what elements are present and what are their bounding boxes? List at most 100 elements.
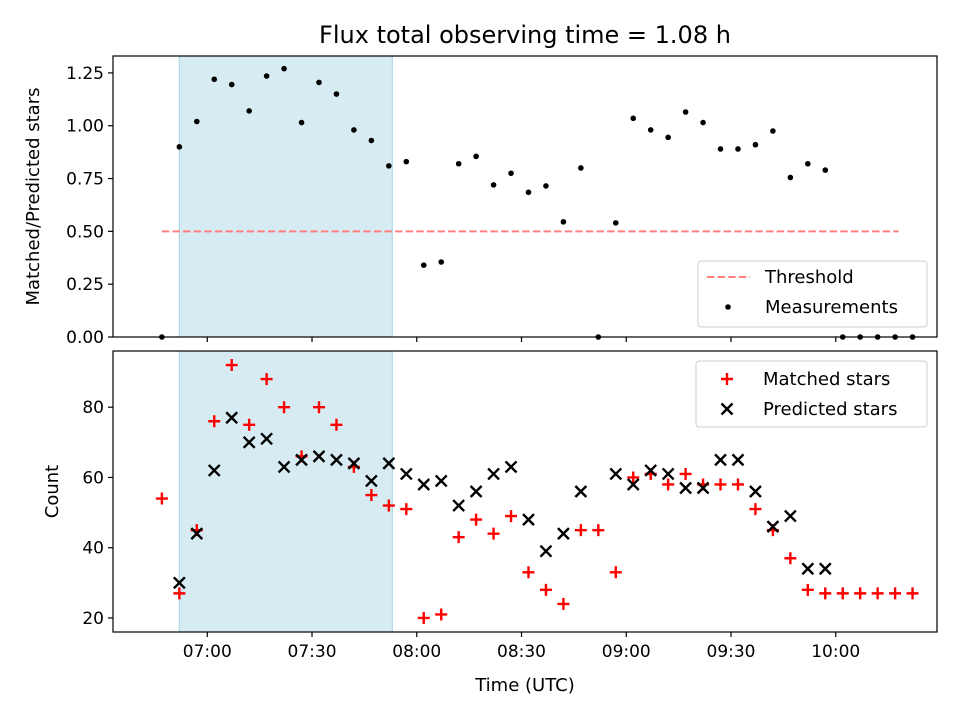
measurement-point bbox=[560, 219, 567, 225]
top-legend-frame bbox=[697, 260, 928, 328]
measurement-point bbox=[682, 109, 689, 115]
measurement-point bbox=[700, 119, 706, 126]
predicted-point bbox=[644, 464, 658, 477]
predicted-point bbox=[434, 474, 448, 488]
predicted-point bbox=[679, 481, 692, 495]
predicted-point bbox=[330, 453, 343, 467]
predicted-point bbox=[574, 485, 588, 498]
matched-point bbox=[313, 401, 325, 414]
bottom-x-tick-label: 09:30 bbox=[707, 642, 756, 662]
measurement-point bbox=[211, 76, 218, 83]
measurement-point bbox=[333, 91, 340, 97]
bottom-x-tick-label: 08:00 bbox=[392, 642, 441, 662]
matched-point bbox=[382, 499, 395, 512]
matched-point bbox=[330, 418, 343, 431]
predicted-point bbox=[190, 527, 204, 540]
legend-measurement-label: Measurements bbox=[765, 297, 898, 318]
matched-point bbox=[854, 587, 867, 600]
measurement-point bbox=[473, 153, 479, 160]
measurement-points bbox=[159, 65, 916, 340]
matched-point bbox=[609, 566, 622, 579]
bottom-shaded-region-fill bbox=[179, 351, 393, 632]
bottom-y-axis-ticks: 20 40 60 80 bbox=[82, 398, 113, 629]
measurement-point bbox=[787, 174, 794, 181]
bottom-axes-frame bbox=[112, 350, 938, 633]
top-panel: 0.00 0.25 0.50 0.75 1.00 1.25 Matched/Predict… bbox=[23, 55, 938, 348]
measurement-point bbox=[822, 167, 829, 173]
predicted-point bbox=[382, 457, 396, 470]
bottom-y-tick-label: 80 bbox=[82, 398, 104, 418]
matched-point bbox=[592, 524, 605, 537]
predicted-point bbox=[661, 467, 675, 481]
measurement-point bbox=[316, 79, 322, 86]
bottom-y-axis-label: Count bbox=[42, 465, 63, 518]
measurement-point bbox=[176, 144, 183, 150]
matched-point bbox=[836, 587, 849, 600]
measurement-point bbox=[386, 163, 392, 169]
legend-matched-swatch bbox=[721, 373, 733, 385]
predicted-point bbox=[522, 513, 535, 526]
predicted-point bbox=[365, 474, 378, 488]
measurement-point bbox=[298, 119, 305, 126]
matched-point bbox=[627, 471, 640, 484]
matched-point bbox=[505, 510, 518, 523]
predicted-point bbox=[784, 509, 797, 523]
predicted-point bbox=[469, 485, 483, 498]
bottom-y-tick-label: 60 bbox=[82, 468, 104, 488]
measurement-point bbox=[228, 81, 235, 88]
matched-point bbox=[784, 552, 797, 565]
matched-point bbox=[435, 608, 448, 621]
top-shaded-region-fill bbox=[179, 56, 393, 337]
measurement-point bbox=[281, 65, 287, 72]
measurement-point bbox=[193, 118, 200, 125]
measurement-point bbox=[578, 165, 584, 171]
top-y-tick-label: 0.25 bbox=[66, 275, 104, 295]
predicted-point bbox=[749, 485, 762, 498]
top-axes-frame bbox=[112, 55, 938, 338]
top-y-tick-label: 1.00 bbox=[66, 117, 104, 137]
bottom-legend: Matched stars Predicted stars bbox=[695, 360, 928, 428]
measurement-point bbox=[246, 108, 252, 114]
x-axis-label: Time (UTC) bbox=[474, 675, 575, 696]
matched-point bbox=[714, 478, 727, 491]
chart-title: Flux total observing time = 1.08 h bbox=[319, 21, 731, 49]
predicted-point bbox=[172, 576, 186, 590]
matched-point bbox=[679, 467, 692, 480]
matched-point bbox=[819, 587, 832, 600]
matched-point bbox=[417, 611, 430, 624]
legend-predicted-swatch bbox=[720, 402, 734, 416]
predicted-point bbox=[696, 481, 710, 495]
predicted-point bbox=[452, 499, 466, 512]
matched-point bbox=[278, 401, 291, 414]
predicted-point bbox=[207, 464, 221, 477]
measurement-point bbox=[403, 158, 410, 165]
measurement-point bbox=[735, 146, 741, 152]
predicted-point bbox=[225, 411, 239, 425]
measurement-point bbox=[647, 127, 654, 133]
bottom-x-axis-ticks: 07:00 07:30 08:00 08:30 09:00 09:30 10:00 bbox=[183, 632, 860, 662]
bottom-x-tick-label: 09:00 bbox=[602, 642, 651, 662]
predicted-point bbox=[295, 453, 308, 467]
bottom-shaded-region bbox=[178, 351, 393, 632]
bottom-legend-frame bbox=[695, 360, 928, 428]
bottom-y-tick-label: 20 bbox=[82, 609, 104, 629]
predicted-points bbox=[172, 411, 832, 590]
bottom-y-tick-label: 40 bbox=[82, 539, 104, 559]
measurement-point bbox=[351, 127, 357, 133]
measurement-point bbox=[455, 160, 462, 167]
measurement-point bbox=[717, 146, 724, 152]
matched-point bbox=[173, 587, 186, 600]
legend-threshold-label: Threshold bbox=[764, 267, 854, 288]
predicted-point bbox=[731, 453, 745, 467]
matched-point bbox=[400, 503, 413, 516]
matched-point bbox=[749, 503, 762, 516]
top-y-axis-ticks: 0.00 0.25 0.50 0.75 1.00 1.25 bbox=[66, 64, 113, 348]
top-y-axis-label: Matched/Predicted stars bbox=[23, 88, 44, 306]
matched-point bbox=[470, 513, 483, 526]
predicted-point bbox=[504, 460, 518, 474]
matched-point bbox=[662, 478, 675, 491]
top-y-tick-label: 0.75 bbox=[66, 170, 104, 190]
predicted-point bbox=[277, 460, 291, 474]
measurement-point bbox=[490, 182, 497, 188]
